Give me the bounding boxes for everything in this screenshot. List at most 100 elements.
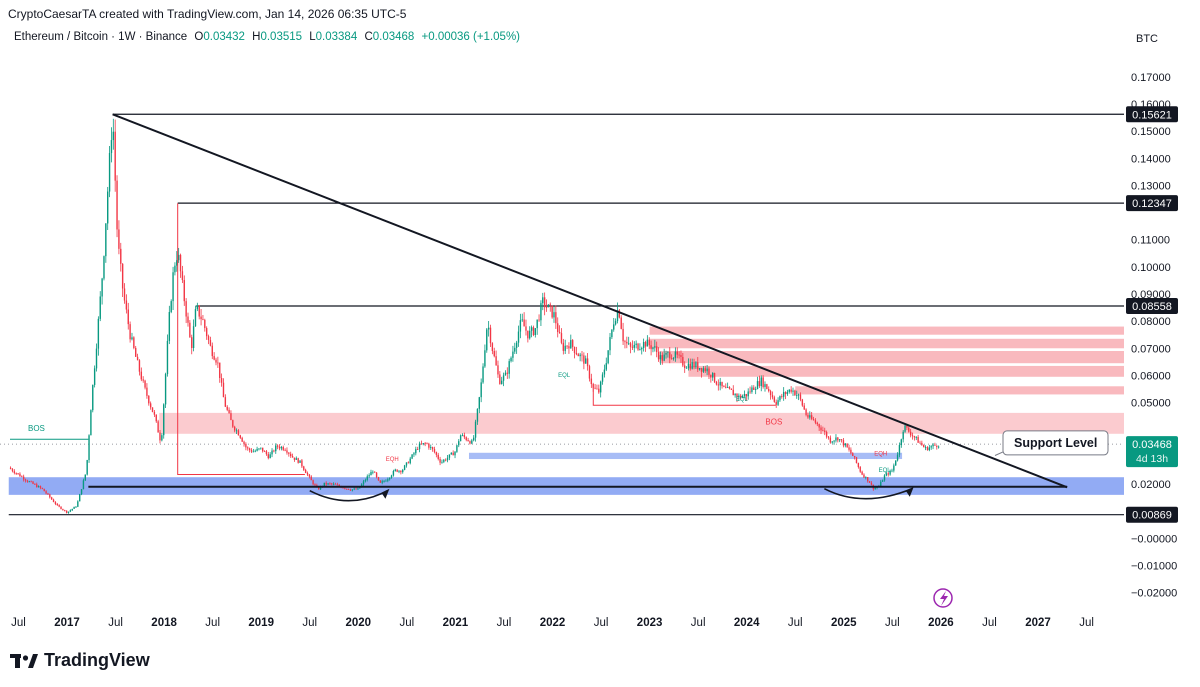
candle-body xyxy=(314,484,316,486)
candle-body xyxy=(379,480,382,483)
candle-body xyxy=(323,482,326,487)
candle-body xyxy=(728,387,731,389)
tradingview-logo[interactable]: TradingView xyxy=(10,650,150,671)
candle-body xyxy=(936,445,938,447)
candle-body xyxy=(310,476,312,481)
candle-body xyxy=(633,344,635,348)
candle-body xyxy=(639,349,641,351)
candle-body xyxy=(614,321,617,325)
candle-body xyxy=(553,312,555,318)
x-tick-2023: 2023 xyxy=(637,617,663,629)
candle-body xyxy=(816,422,818,425)
candle-body xyxy=(398,470,400,472)
candle-body xyxy=(818,424,820,428)
candle-body xyxy=(698,368,701,370)
candle-body xyxy=(764,384,766,387)
candle-body xyxy=(585,358,587,364)
candle-body xyxy=(230,413,232,421)
candle-body xyxy=(239,435,241,438)
eql-label-3: EQL xyxy=(879,468,892,474)
symbol-name[interactable]: Ethereum / Bitcoin · 1W · Binance xyxy=(14,31,188,43)
candle-body xyxy=(809,415,811,418)
candle-body xyxy=(575,352,578,355)
candle-body xyxy=(413,453,415,455)
candle-body xyxy=(381,481,383,483)
candle-body xyxy=(594,387,596,389)
candle-body xyxy=(325,482,327,485)
candle-body xyxy=(881,480,884,482)
x-tick-2025: 2025 xyxy=(831,617,857,629)
candle-body xyxy=(579,354,581,357)
candle-body xyxy=(286,450,288,453)
candle-body xyxy=(280,447,283,449)
candle-body xyxy=(508,361,510,374)
candle-body xyxy=(71,508,73,511)
candle-body xyxy=(491,343,494,352)
candle-body xyxy=(192,326,195,349)
candle-body xyxy=(627,343,630,345)
candle-body xyxy=(237,430,240,436)
candle-body xyxy=(663,354,665,361)
candle-body xyxy=(848,447,850,450)
candle-body xyxy=(245,443,247,448)
candle-body xyxy=(92,384,94,411)
candle-body xyxy=(34,483,36,485)
candle-body xyxy=(458,441,460,446)
candle-body xyxy=(127,309,129,325)
candle-body xyxy=(108,153,111,192)
level-tag-1 xyxy=(1126,195,1178,212)
candle-body xyxy=(52,499,55,503)
candle-body xyxy=(9,467,12,470)
x-tick-jul: Jul xyxy=(1079,617,1094,629)
candle-body xyxy=(558,331,561,334)
x-tick-jul: Jul xyxy=(399,617,414,629)
candle-body xyxy=(446,457,449,461)
candle-body xyxy=(370,471,372,476)
candle-body xyxy=(435,452,438,455)
chart-attribution: CryptoCaesarTA created with TradingView.… xyxy=(8,7,407,21)
candle-body xyxy=(299,460,301,463)
candle-body xyxy=(646,339,649,347)
candle-body xyxy=(138,360,141,372)
candle-body xyxy=(913,436,916,438)
candle-body xyxy=(364,479,367,482)
x-tick-jul: Jul xyxy=(205,617,220,629)
candle-body xyxy=(45,491,47,494)
x-tick-jul: Jul xyxy=(302,617,317,629)
candle-body xyxy=(549,304,551,306)
candle-body xyxy=(502,375,505,381)
candle-body xyxy=(827,436,830,438)
candle-body xyxy=(114,131,116,181)
candle-body xyxy=(622,328,624,342)
candle-body xyxy=(411,454,413,459)
y-tick-label: −0.01000 xyxy=(1131,560,1177,572)
candle-body xyxy=(273,450,275,452)
x-tick-2021: 2021 xyxy=(443,617,469,629)
candle-body xyxy=(723,386,725,387)
candle-body xyxy=(685,367,688,369)
candle-body xyxy=(919,442,921,444)
candle-body xyxy=(543,297,546,308)
candle-body xyxy=(344,487,346,489)
candle-body xyxy=(908,427,910,432)
y-tick-label: 0.15000 xyxy=(1131,126,1171,138)
candle-body xyxy=(168,312,171,341)
candle-body xyxy=(775,401,777,405)
candle-body xyxy=(855,457,858,463)
candle-body xyxy=(220,377,223,383)
candle-body xyxy=(228,409,230,414)
candle-body xyxy=(596,388,598,390)
arrow-head-right xyxy=(905,486,914,497)
candle-body xyxy=(224,397,227,407)
candle-body xyxy=(788,389,790,392)
candle-body xyxy=(530,327,533,331)
symbol-legend: Ethereum / Bitcoin · 1W · Binance O0.034… xyxy=(14,31,520,43)
candle-body xyxy=(898,445,901,455)
candle-body xyxy=(659,355,662,360)
candle-body xyxy=(21,476,23,478)
candle-body xyxy=(176,260,178,266)
x-tick-jul: Jul xyxy=(982,617,997,629)
candle-body xyxy=(219,362,221,378)
candle-body xyxy=(58,504,60,507)
